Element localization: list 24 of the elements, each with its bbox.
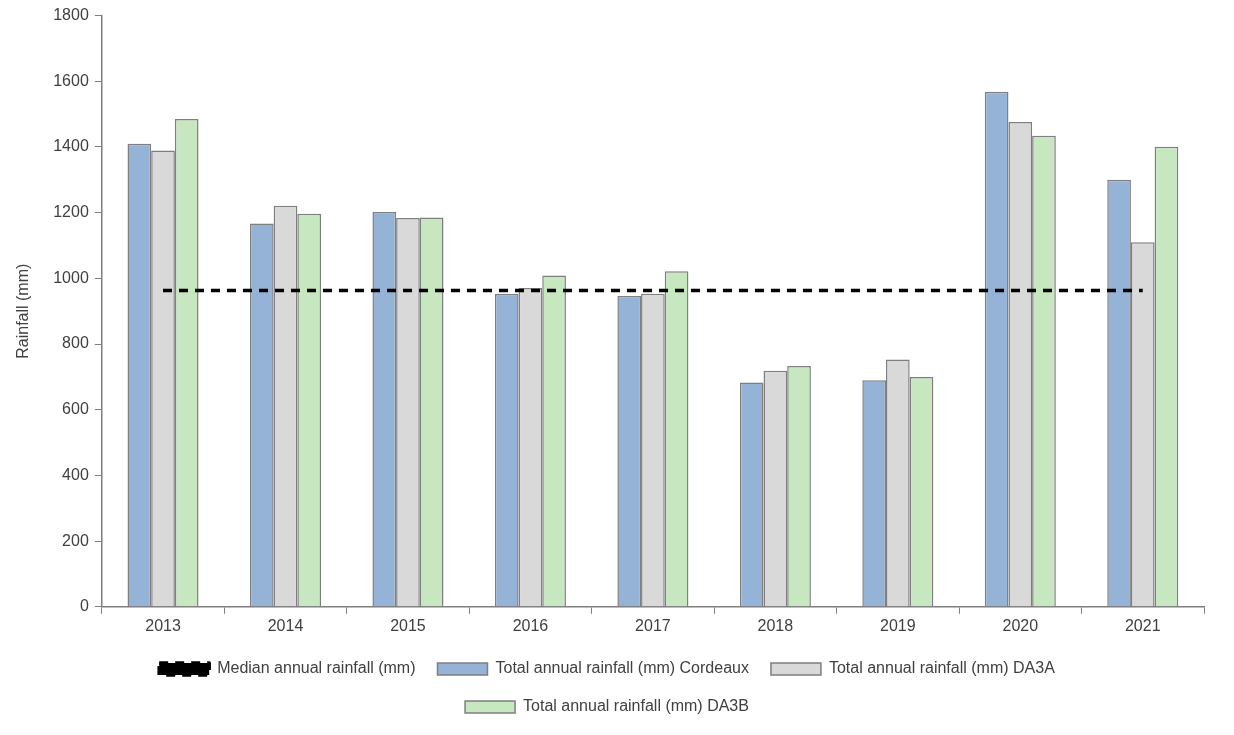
x-tick-label: 2013 bbox=[145, 616, 181, 634]
legend-label: Total annual rainfall (mm) Cordeaux bbox=[495, 659, 749, 677]
y-tick-label: 800 bbox=[62, 334, 89, 352]
y-axis-title: Rainfall (mm) bbox=[14, 263, 32, 359]
x-tick-label: 2020 bbox=[1002, 616, 1039, 634]
legend-label: Total annual rainfall (mm) DA3A bbox=[828, 659, 1056, 677]
legend-label: Total annual rainfall (mm) DA3B bbox=[523, 697, 749, 715]
y-tick-label: 1600 bbox=[53, 71, 89, 89]
y-tick-label: 200 bbox=[62, 531, 89, 549]
y-tick-label: 0 bbox=[79, 597, 89, 615]
x-tick-label: 2019 bbox=[880, 616, 916, 634]
y-tick-label: 1400 bbox=[53, 137, 89, 155]
y-tick-label: 1200 bbox=[53, 203, 89, 221]
x-tick-label: 2017 bbox=[635, 616, 671, 634]
x-tick-label: 2021 bbox=[1124, 616, 1161, 634]
x-tick-label: 2014 bbox=[267, 616, 304, 634]
legend-label: Median annual rainfall (mm) bbox=[217, 659, 416, 677]
x-tick-label: 2016 bbox=[512, 616, 549, 634]
y-tick-label: 600 bbox=[62, 400, 89, 418]
y-tick-label: 400 bbox=[62, 465, 89, 483]
x-tick-label: 2018 bbox=[757, 616, 794, 634]
y-tick-label: 1800 bbox=[53, 6, 89, 24]
x-tick-label: 2015 bbox=[390, 616, 426, 634]
y-tick-label: 1000 bbox=[53, 268, 89, 286]
